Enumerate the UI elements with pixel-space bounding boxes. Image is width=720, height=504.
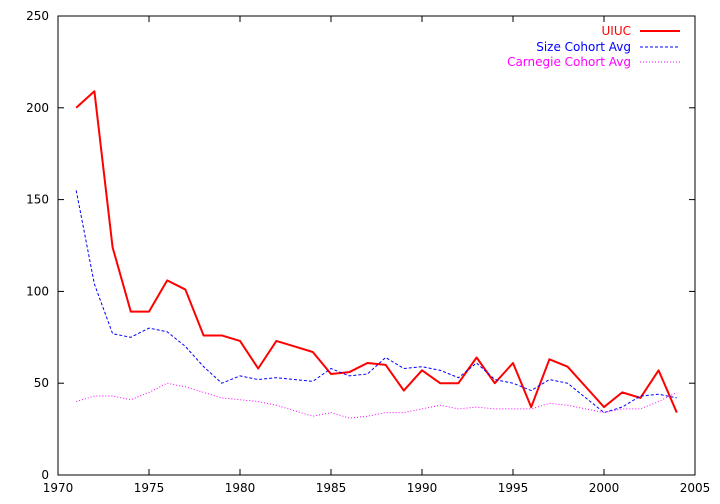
- plot-frame: [57, 15, 696, 476]
- x-axis-ticks: 1970 1975 1980 1985 1990 1995 2000 2005: [43, 16, 711, 495]
- y-tick-label: 100: [26, 284, 49, 298]
- y-tick-label: 200: [26, 101, 49, 115]
- legend-label: Carnegie Cohort Avg: [507, 55, 631, 69]
- series-line-size-cohort-avg: [75, 190, 677, 414]
- y-tick-label: 150: [26, 193, 49, 207]
- x-tick-label: 1985: [316, 481, 347, 495]
- legend-label: UIUC: [602, 24, 631, 38]
- legend-label: Size Cohort Avg: [536, 40, 631, 54]
- x-tick-label: 2005: [680, 481, 711, 495]
- x-tick-label: 2000: [589, 481, 620, 495]
- series-line-carnegie-cohort-avg: [76, 382, 678, 419]
- x-tick-label: 1975: [134, 481, 165, 495]
- x-tick-label: 1970: [43, 481, 74, 495]
- series-layer: [75, 90, 678, 419]
- y-tick-label: 0: [41, 468, 49, 482]
- y-tick-label: 50: [34, 376, 49, 390]
- series-line-uiuc: [75, 90, 678, 413]
- x-tick-label: 1995: [498, 481, 529, 495]
- x-tick-label: 1990: [407, 481, 438, 495]
- y-axis-ticks: 0 50 100 150 200 250: [26, 9, 695, 482]
- y-tick-label: 250: [26, 9, 49, 23]
- x-tick-label: 1980: [225, 481, 256, 495]
